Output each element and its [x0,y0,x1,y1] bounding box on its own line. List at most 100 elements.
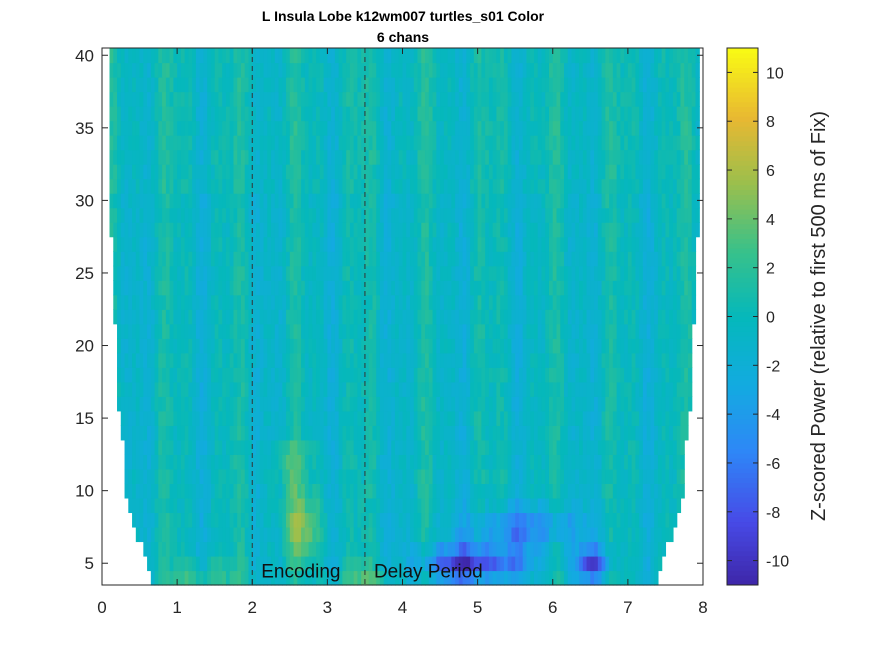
heatmap-cell [684,338,689,354]
heatmap-cell [113,178,118,194]
heatmap-cell [552,222,558,238]
heatmap-cell [150,193,156,209]
heatmap-cell [349,425,355,441]
heatmap-cell [139,352,144,368]
heatmap-cell [135,483,141,499]
heatmap-cell [143,265,148,281]
heatmap-cell [443,149,449,165]
heatmap-cell [334,251,340,267]
heatmap-cell [473,439,479,455]
heatmap-cell [488,381,494,397]
heatmap-cell [428,454,434,470]
heatmap-cell [590,512,595,528]
heatmap-cell [665,120,670,136]
heatmap-cell [417,396,422,412]
heatmap-cell [173,222,178,238]
heatmap-cell [526,338,531,354]
heatmap-cell [210,323,216,339]
heatmap-cell [612,309,618,325]
heatmap-cell [541,178,546,194]
heatmap-cell [124,367,129,383]
heatmap-cell [308,483,313,499]
heatmap-cell [564,207,569,223]
heatmap-cell [248,570,253,586]
heatmap-cell [526,555,531,572]
heatmap-cell [560,164,565,180]
heatmap-cell [135,381,141,397]
heatmap-cell [316,120,321,136]
heatmap-cell [402,352,407,368]
heatmap-cell [582,149,588,165]
heatmap-cell [503,410,509,426]
heatmap-cell [657,410,663,426]
heatmap-cell [368,367,374,383]
heatmap-cell [616,541,621,557]
heatmap-cell [601,222,606,238]
heatmap-cell [624,425,629,441]
heatmap-cell [282,294,287,310]
heatmap-cell [282,120,287,136]
heatmap-cell [639,367,644,383]
heatmap-cell [661,294,667,310]
heatmap-cell [541,106,546,122]
heatmap-cell [308,381,313,397]
heatmap-cell [271,352,276,368]
heatmap-cell [605,512,610,528]
heatmap-cell [222,468,227,484]
heatmap-cell [372,497,377,514]
heatmap-cell [135,454,141,470]
heatmap-cell [458,193,464,209]
heatmap-cell [443,497,449,514]
heatmap-cell [252,222,257,238]
heatmap-cell [222,497,227,514]
heatmap-cell [560,251,565,267]
heatmap-cell [594,425,599,441]
heatmap-cell [379,106,385,122]
heatmap-cell [203,236,208,252]
heatmap-cell [579,207,584,223]
heatmap-cell [492,454,498,470]
heatmap-cell [518,251,524,267]
heatmap-cell [256,541,261,557]
heatmap-cell [353,541,359,557]
heatmap-cell [169,454,174,470]
heatmap-cell [503,149,509,165]
heatmap-cell [364,294,370,310]
heatmap-cell [278,570,283,586]
heatmap-cell [654,265,659,281]
heatmap-cell [229,309,235,325]
heatmap-cell [620,468,625,484]
heatmap-cell [646,106,652,122]
heatmap-cell [609,193,614,209]
heatmap-cell [199,280,205,296]
heatmap-cell [154,439,159,455]
heatmap-cell [421,251,426,267]
heatmap-cell [222,120,227,136]
heatmap-cell [612,439,618,455]
heatmap-cell [263,367,268,383]
heatmap-cell [507,280,513,296]
heatmap-cell [642,352,648,368]
heatmap-cell [537,149,543,165]
heatmap-cell [496,309,501,325]
heatmap-cell [376,236,381,252]
heatmap-cell [582,251,588,267]
heatmap-cell [631,236,636,252]
heatmap-cell [233,135,238,151]
heatmap-cell [319,106,325,122]
heatmap-cell [109,120,114,136]
heatmap-cell [500,425,505,441]
heatmap-cell [564,483,569,499]
heatmap-cell [406,164,411,180]
heatmap-cell [567,251,573,267]
heatmap-cell [240,454,246,470]
heatmap-cell [274,149,280,165]
heatmap-cell [379,178,385,194]
heatmap-cell [612,468,618,484]
heatmap-cell [240,120,246,136]
heatmap-cell [278,439,283,455]
heatmap-cell [507,294,513,310]
heatmap-cell [616,410,621,426]
heatmap-cell [526,280,531,296]
heatmap-cell [417,193,422,209]
